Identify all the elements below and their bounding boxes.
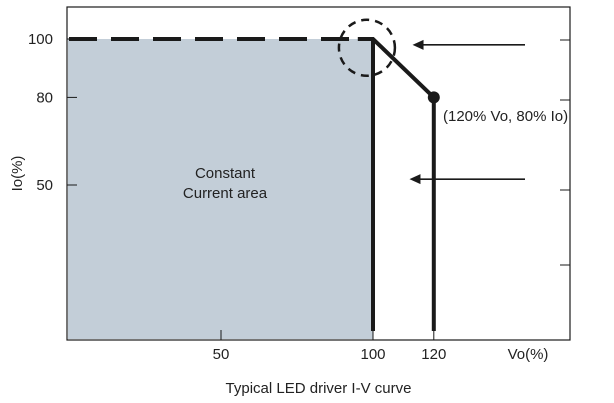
x-tick-label-0: 50 xyxy=(213,346,230,363)
arrow-head-0 xyxy=(412,39,424,50)
x-tick-label-2: 120 xyxy=(421,346,446,363)
region-layer xyxy=(68,39,373,339)
constant-current-region xyxy=(68,39,373,339)
series-layer xyxy=(69,37,436,331)
plot-frame xyxy=(66,6,571,341)
frame-layer xyxy=(66,6,571,341)
text-layer: Vo(%) Io(%) Typical LED driver I-V curve… xyxy=(9,31,568,397)
knee-marker-point xyxy=(427,91,440,104)
annotation-layer xyxy=(337,18,525,185)
marker-label: (120% Vo, 80% Io) xyxy=(443,108,568,125)
y-tick-label-2: 50 xyxy=(36,177,53,194)
y-tick-label-0: 100 xyxy=(28,31,53,48)
x-axis-label: Vo(%) xyxy=(508,346,549,363)
y-tick-label-1: 80 xyxy=(36,89,53,106)
y-axis-label: Io(%) xyxy=(9,156,26,192)
region-label-line-1: Constant xyxy=(195,165,256,182)
knee-highlight-circle xyxy=(337,18,397,78)
arrow-head-1 xyxy=(409,174,421,185)
chart-caption: Typical LED driver I-V curve xyxy=(226,380,412,397)
x-tick-label-1: 100 xyxy=(360,346,385,363)
region-label-line-2: Current area xyxy=(183,185,268,202)
